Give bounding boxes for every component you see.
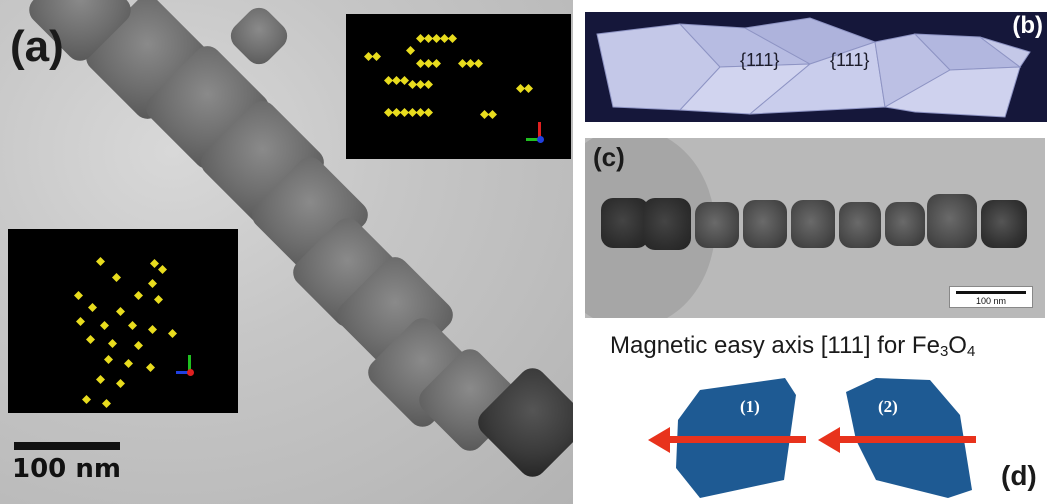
octahedron-particle: [96, 375, 105, 384]
octahedron-particle: [158, 265, 167, 274]
octahedron-particle: [424, 34, 433, 43]
simulation-inset-random: [8, 229, 238, 413]
particle-label-2: (2): [878, 397, 898, 416]
octahedron-particle: [488, 110, 497, 119]
octahedron-particle: [384, 76, 393, 85]
octahedron-particle: [116, 307, 125, 316]
octahedron-particle: [128, 321, 137, 330]
nanoparticle: [601, 198, 649, 248]
octahedron-particle: [466, 59, 475, 68]
octahedron-particle: [102, 399, 111, 408]
octahedron-particle: [400, 108, 409, 117]
octahedron-particle: [416, 108, 425, 117]
octahedron-particle: [96, 257, 105, 266]
nanoparticle: [225, 2, 293, 70]
nanoparticle: [927, 194, 977, 248]
octahedron-particle: [372, 52, 381, 61]
octahedron-particle: [108, 339, 117, 348]
octahedron-particle: [416, 59, 425, 68]
scale-bar: 100 nm: [949, 286, 1033, 308]
scale-bar-label: 100 nm: [12, 454, 121, 484]
arrow-head-icon: [818, 427, 840, 453]
scale-bar: [14, 442, 120, 450]
magnetization-arrow-1: [668, 436, 806, 443]
octahedron-particle: [116, 379, 125, 388]
octahedron-particle: [424, 80, 433, 89]
nanoparticle: [791, 200, 835, 248]
octahedron-particle: [392, 108, 401, 117]
nanoparticle: [981, 200, 1027, 248]
axes-icon: [526, 122, 554, 150]
scale-bar-label: 100 nm: [975, 296, 1007, 306]
octahedron-particle: [432, 59, 441, 68]
octahedron-particle: [150, 259, 159, 268]
octahedron-particle: [416, 34, 425, 43]
octahedron-particle: [154, 295, 163, 304]
simulation-inset-chain: [346, 14, 571, 159]
octahedron-particle: [474, 59, 483, 68]
octahedron-particle: [146, 363, 155, 372]
octahedron-particle: [74, 291, 83, 300]
octahedra-model-panel-b: {111} {111} (b): [585, 12, 1047, 122]
octahedron-particle: [134, 341, 143, 350]
nanoparticle: [743, 200, 787, 248]
panel-d-label: (d): [1001, 460, 1037, 491]
tem-image-panel-c: (c) 100 nm: [585, 138, 1045, 318]
octahedron-particle: [148, 325, 157, 334]
octahedron-particle: [524, 84, 533, 93]
octahedron-particle: [88, 303, 97, 312]
octahedron-particle: [392, 76, 401, 85]
nanoparticle: [695, 202, 739, 248]
tem-image-panel-a: (a): [0, 0, 573, 504]
octahedron-particle: [100, 321, 109, 330]
octahedron-particle: [134, 291, 143, 300]
easy-axis-caption: Magnetic easy axis [111] for Fe3O4: [610, 332, 976, 360]
octahedra-chain-render: [596, 17, 1031, 118]
octahedron-particle: [104, 355, 113, 364]
octahedron-particle: [432, 34, 441, 43]
octahedron-particle: [112, 273, 121, 282]
axes-icon: [176, 355, 204, 383]
nanoparticle: [839, 202, 881, 248]
octahedron-particle: [76, 317, 85, 326]
octahedron-particle: [124, 359, 133, 368]
octahedron-particle: [424, 59, 433, 68]
arrow-head-icon: [648, 427, 670, 453]
octahedron-particle: [424, 108, 433, 117]
octahedron-particle: [448, 34, 457, 43]
octahedron-particle: [516, 84, 525, 93]
particle-label-1: (1): [740, 397, 760, 416]
octahedron-particle: [408, 80, 417, 89]
octahedron-particle: [416, 80, 425, 89]
octahedron-particle: [458, 59, 467, 68]
panel-a-label: (a): [10, 22, 64, 71]
facet-label-right: {111}: [830, 50, 870, 70]
octahedron-particle: [148, 279, 157, 288]
octahedron-particle: [406, 46, 415, 55]
facet-label-left: {111}: [740, 50, 780, 70]
octahedron-particle: [168, 329, 177, 338]
octahedron-particle: [480, 110, 489, 119]
octahedron-particle: [400, 76, 409, 85]
panel-c-label: (c): [593, 142, 625, 172]
octahedron-particle: [86, 335, 95, 344]
octahedron-particle: [364, 52, 373, 61]
octahedron-particle: [384, 108, 393, 117]
octahedron-particle: [440, 34, 449, 43]
panel-b-label: (b): [1012, 12, 1043, 39]
nanoparticle: [643, 198, 691, 250]
nanoparticle: [885, 202, 925, 246]
octahedron-particle: [408, 108, 417, 117]
magnetization-arrow-2: [838, 436, 976, 443]
octahedron-particle: [82, 395, 91, 404]
